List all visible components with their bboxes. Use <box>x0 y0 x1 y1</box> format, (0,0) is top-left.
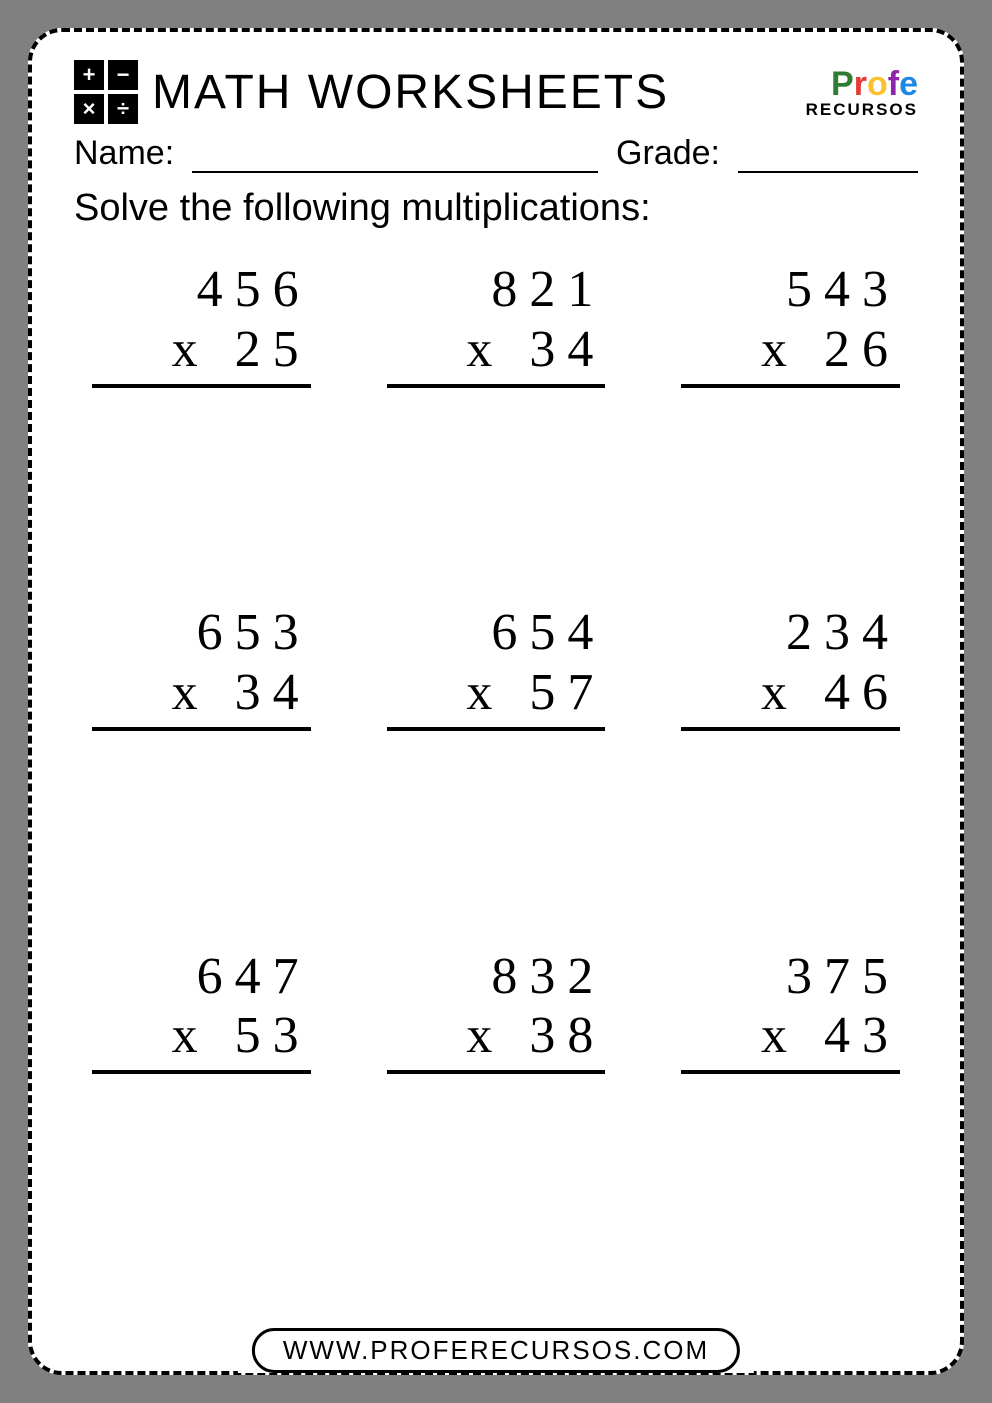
underline <box>681 384 900 388</box>
multiplier-row: x 57 <box>387 663 606 723</box>
problem-2: 821 x 34 <box>369 260 624 573</box>
multiplicand: 234 <box>681 603 900 663</box>
underline <box>92 727 311 731</box>
underline <box>681 1070 900 1074</box>
underline <box>387 727 606 731</box>
brand-logo-bottom: RECURSOS <box>806 101 918 118</box>
page-title: MATH WORKSHEETS <box>152 65 669 120</box>
multiplicand: 543 <box>681 260 900 320</box>
student-fields: Name: Grade: <box>74 134 918 173</box>
problem-3: 543 x 26 <box>663 260 918 573</box>
multiplicand: 821 <box>387 260 606 320</box>
footer: WWW.PROFERECURSOS.COM <box>238 1328 754 1373</box>
problem-7: 647 x 53 <box>74 947 329 1260</box>
problem-9: 375 x 43 <box>663 947 918 1260</box>
header: + − × ÷ MATH WORKSHEETS Profe RECURSOS <box>74 60 918 124</box>
instruction-text: Solve the following multiplications: <box>74 187 918 230</box>
name-label: Name: <box>74 134 174 173</box>
grade-input-line[interactable] <box>738 139 918 173</box>
underline <box>92 1070 311 1074</box>
problem-6: 234 x 46 <box>663 603 918 916</box>
plus-icon: + <box>74 60 104 90</box>
multiplier-row: x 34 <box>92 663 311 723</box>
multiplicand: 654 <box>387 603 606 663</box>
multiplicand: 456 <box>92 260 311 320</box>
multiplicand: 653 <box>92 603 311 663</box>
underline <box>92 384 311 388</box>
underline <box>387 384 606 388</box>
divide-icon: ÷ <box>108 94 138 124</box>
underline <box>681 727 900 731</box>
multiplier-row: x 46 <box>681 663 900 723</box>
multiplier-row: x 25 <box>92 320 311 380</box>
grade-label: Grade: <box>616 134 720 173</box>
multiplicand: 647 <box>92 947 311 1007</box>
multiplier-row: x 38 <box>387 1006 606 1066</box>
multiplicand: 832 <box>387 947 606 1007</box>
brand-logo: Profe RECURSOS <box>806 67 918 118</box>
brand-logo-top: Profe <box>806 67 918 101</box>
problems-grid: 456 x 25 821 x 34 543 x 26 653 x 34 654 … <box>74 260 918 1260</box>
footer-url: WWW.PROFERECURSOS.COM <box>252 1328 740 1373</box>
name-input-line[interactable] <box>192 139 598 173</box>
times-icon: × <box>74 94 104 124</box>
title-group: + − × ÷ MATH WORKSHEETS <box>74 60 669 124</box>
problem-4: 653 x 34 <box>74 603 329 916</box>
operations-icon: + − × ÷ <box>74 60 138 124</box>
minus-icon: − <box>108 60 138 90</box>
underline <box>387 1070 606 1074</box>
multiplier-row: x 43 <box>681 1006 900 1066</box>
multiplier-row: x 53 <box>92 1006 311 1066</box>
problem-1: 456 x 25 <box>74 260 329 573</box>
multiplier-row: x 26 <box>681 320 900 380</box>
multiplier-row: x 34 <box>387 320 606 380</box>
problem-5: 654 x 57 <box>369 603 624 916</box>
worksheet-page: + − × ÷ MATH WORKSHEETS Profe RECURSOS N… <box>28 28 964 1375</box>
problem-8: 832 x 38 <box>369 947 624 1260</box>
multiplicand: 375 <box>681 947 900 1007</box>
